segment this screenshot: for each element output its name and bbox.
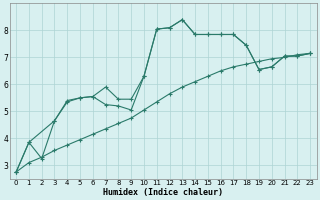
X-axis label: Humidex (Indice chaleur): Humidex (Indice chaleur): [103, 188, 223, 197]
